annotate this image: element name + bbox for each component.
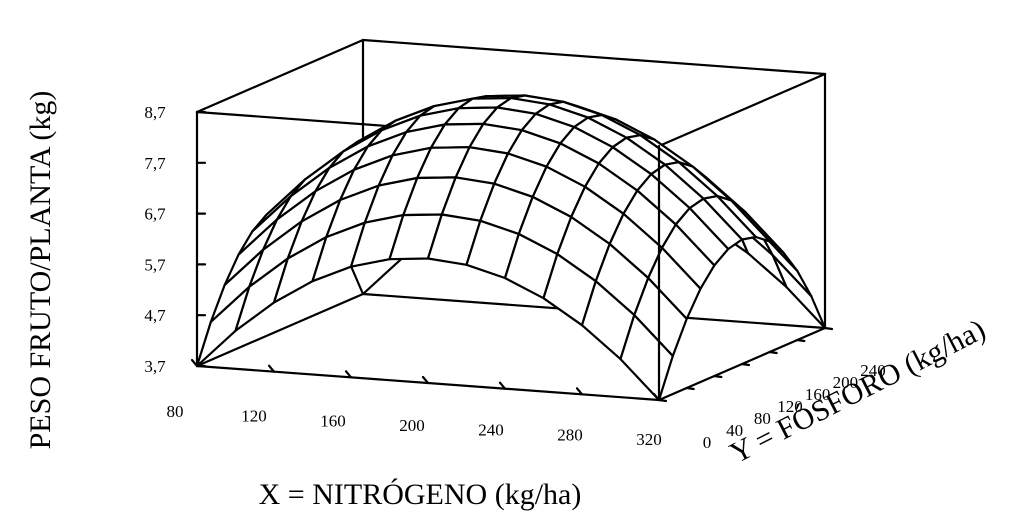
y-tick-mark (768, 350, 778, 355)
y-tick-label: 0 (703, 433, 712, 452)
x-tick-mark (498, 381, 507, 390)
y-tick-mark (713, 374, 723, 379)
x-tick-label: 160 (320, 411, 346, 430)
y-tick-label: 160 (805, 385, 831, 404)
box-edge (361, 38, 827, 76)
surface-patch (771, 254, 827, 330)
x-tick-label: 320 (636, 430, 662, 449)
x-tick-label: 120 (241, 407, 267, 426)
y-tick-mark (796, 338, 806, 343)
x-tick-mark (575, 387, 584, 396)
x-tick-label: 240 (478, 421, 504, 440)
response-surface (195, 94, 827, 402)
y-tick-mark (685, 386, 695, 391)
y-tick-label: 120 (777, 397, 803, 416)
x-tick-mark (267, 364, 276, 373)
z-axis-ticks: 3,7 4,7 5,7 6,7 7,7 8,7 (144, 103, 207, 376)
z-tick-label: 6,7 (144, 205, 166, 224)
z-tick-label: 8,7 (144, 103, 166, 122)
z-tick-label: 5,7 (144, 255, 166, 274)
y-axis-title: Y = FÓSFORO (kg/ha) (725, 313, 991, 470)
y-tick-label: 80 (754, 409, 771, 428)
z-axis-title: PESO FRUTO/PLANTA (kg) (24, 91, 57, 450)
box-edge (195, 292, 365, 368)
y-tick-mark (740, 362, 751, 367)
y-tick-mark (823, 326, 834, 331)
y-tick-label: 240 (860, 361, 886, 380)
box-edge (195, 38, 365, 114)
y-tick-label: 40 (726, 421, 743, 440)
z-tick-label: 3,7 (144, 357, 166, 376)
y-tick-mark (657, 398, 668, 403)
y-tick-label: 200 (833, 373, 859, 392)
x-tick-label: 280 (557, 425, 583, 444)
x-tick-mark (190, 358, 199, 368)
z-tick-label: 4,7 (144, 306, 166, 325)
z-tick-label: 7,7 (144, 154, 166, 173)
x-tick-label: 200 (399, 416, 425, 435)
x-axis-title: X = NITRÓGENO (kg/ha) (259, 478, 582, 511)
box-edge (657, 72, 827, 148)
x-tick-mark (652, 392, 661, 402)
x-tick-mark (344, 370, 353, 379)
x-tick-mark (421, 375, 430, 385)
x-tick-label: 80 (167, 402, 184, 421)
x-axis-ticks: 80 120 160 200 240 280 320 (167, 358, 662, 449)
